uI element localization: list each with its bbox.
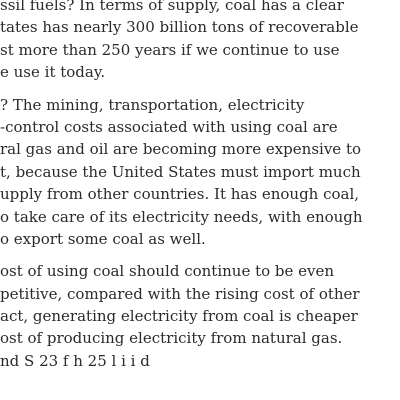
text-line: ost of producing electricity from natura… [0, 329, 343, 348]
text-line: o export some coal as well. [0, 229, 206, 248]
text-line: o take care of its electricity needs, wi… [0, 207, 363, 226]
text-line: ral gas and oil are becoming more expens… [0, 140, 361, 159]
text-line: tates has nearly 300 billion tons of rec… [0, 18, 359, 37]
text-line: upply from other countries. It has enoug… [0, 185, 360, 204]
paragraph-1: ssil fuels? In terms of supply, coal has… [0, 0, 400, 84]
text-line: -control costs associated with using coa… [0, 117, 338, 136]
text-line: act, generating electricity from coal is… [0, 307, 358, 326]
paragraph-3: ost of using coal should continue to be … [0, 260, 400, 372]
text-line: nd S 23 f h 25 l i i d [0, 351, 150, 370]
text-line: st more than 250 years if we continue to… [0, 40, 340, 59]
paragraph-2: ? The mining, transportation, electricit… [0, 94, 400, 251]
text-line: ssil fuels? In terms of supply, coal has… [0, 0, 344, 14]
text-line: e use it today. [0, 63, 106, 82]
text-line: ost of using coal should continue to be … [0, 262, 335, 281]
text-line: t, because the United States must import… [0, 162, 361, 181]
text-line: petitive, compared with the rising cost … [0, 284, 360, 303]
document-body: ssil fuels? In terms of supply, coal has… [0, 0, 400, 372]
text-line: ? The mining, transportation, electricit… [0, 95, 305, 114]
